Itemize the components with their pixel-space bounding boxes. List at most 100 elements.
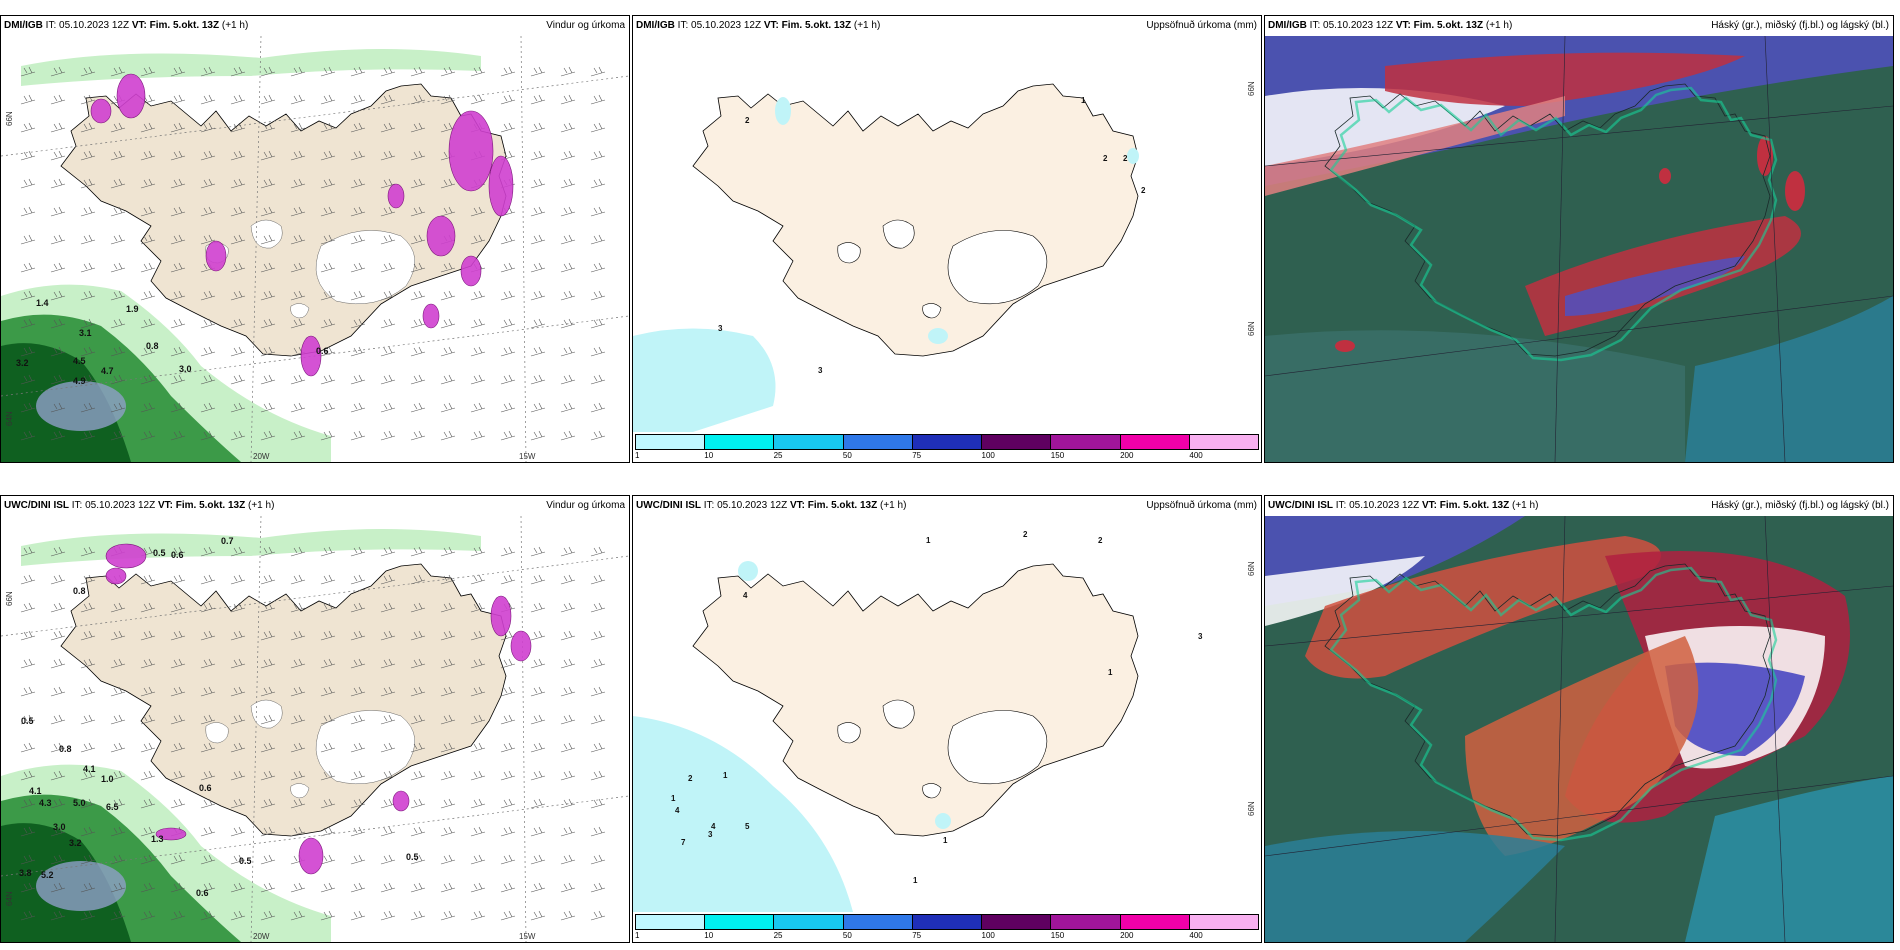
wind-barb xyxy=(80,290,96,301)
wind-barb xyxy=(590,574,606,585)
wind-barb xyxy=(20,658,36,669)
wind-barb xyxy=(230,546,246,557)
wind-barb xyxy=(230,882,246,893)
wind-barb xyxy=(560,686,576,697)
wind-barb xyxy=(530,262,546,273)
cloud-layer xyxy=(1565,256,1745,316)
wind-barb xyxy=(440,714,456,725)
legend-swatch xyxy=(912,915,983,929)
precip-value-label: 4.7 xyxy=(101,366,114,376)
legend-swatch xyxy=(774,435,844,449)
cloud-cell xyxy=(1659,168,1671,184)
wind-barb xyxy=(260,206,276,217)
wind-barb xyxy=(590,658,606,669)
wind-barb xyxy=(530,798,546,809)
wind-barb xyxy=(560,262,576,273)
wind-barb xyxy=(530,882,546,893)
wind-barb xyxy=(470,94,486,105)
wind-barb xyxy=(590,150,606,161)
wind-barb xyxy=(590,122,606,133)
wind-barb xyxy=(110,686,126,697)
wind-barb xyxy=(170,798,186,809)
wind-barb xyxy=(20,430,36,441)
wind-barb xyxy=(260,910,276,921)
wind-barb xyxy=(50,262,66,273)
vt-label: VT: xyxy=(1395,20,1411,31)
wind-barb xyxy=(200,574,216,585)
wind-barb xyxy=(470,630,486,641)
wind-barb xyxy=(470,66,486,77)
wind-barb xyxy=(230,854,246,865)
wind-barb xyxy=(170,346,186,357)
wind-barb xyxy=(290,206,306,217)
cloud-svg xyxy=(1265,36,1893,462)
heavy-precip-cell xyxy=(300,335,322,377)
wind-barb xyxy=(110,430,126,441)
wind-barb xyxy=(260,66,276,77)
wind-barb xyxy=(260,374,276,385)
wind-barb xyxy=(350,346,366,357)
valid-time: Fim. 5.okt. 13Z xyxy=(175,500,246,511)
wind-barb xyxy=(440,346,456,357)
wind-barb xyxy=(440,826,456,837)
panel-header: UWC/DINI ISL IT: 05.10.2023 12Z VT: Fim.… xyxy=(1265,496,1893,516)
wind-barb xyxy=(290,574,306,585)
accum-precip-area xyxy=(633,716,853,912)
wind-barb xyxy=(410,234,426,245)
accum-precip-map xyxy=(633,516,1261,912)
wind-barb xyxy=(410,882,426,893)
wind-barb xyxy=(260,742,276,753)
wind-barb xyxy=(230,910,246,921)
wind-barb xyxy=(560,910,576,921)
panel-title: Vindur og úrkoma xyxy=(546,20,625,31)
wind-barb xyxy=(140,770,156,781)
wind-barb xyxy=(440,318,456,329)
wind-barb xyxy=(290,262,306,273)
wind-barb xyxy=(80,318,96,329)
wind-barb xyxy=(560,714,576,725)
iceland-land xyxy=(692,83,1139,357)
wind-barb xyxy=(560,430,576,441)
wind-barb xyxy=(530,826,546,837)
wind-barb xyxy=(80,94,96,105)
wind-barb xyxy=(230,346,246,357)
wind-barb xyxy=(170,430,186,441)
wind-barb xyxy=(470,374,486,385)
wind-barb xyxy=(20,178,36,189)
wind-barb xyxy=(320,122,336,133)
wind-barb xyxy=(80,150,96,161)
wind-barb xyxy=(380,630,396,641)
wind-barb xyxy=(530,430,546,441)
wind-barb xyxy=(200,94,216,105)
wind-barb xyxy=(170,770,186,781)
wind-barb xyxy=(500,910,516,921)
wind-barb xyxy=(500,122,516,133)
valid-time: Fim. 5.okt. 13Z xyxy=(781,20,852,31)
wind-barb xyxy=(470,882,486,893)
wind-barb xyxy=(200,122,216,133)
wind-barb xyxy=(350,290,366,301)
wind-barb xyxy=(350,262,366,273)
panel-header: UWC/DINI ISL IT: 05.10.2023 12Z VT: Fim.… xyxy=(1,496,629,516)
wind-barb xyxy=(470,658,486,669)
heavy-precip-cell xyxy=(488,155,514,217)
wind-barb xyxy=(350,178,366,189)
wind-barb xyxy=(200,770,216,781)
wind-barb xyxy=(260,854,276,865)
wind-barb xyxy=(320,150,336,161)
wind-barb xyxy=(410,630,426,641)
wind-barb xyxy=(200,882,216,893)
latitude-label: 66N xyxy=(1247,81,1256,96)
wind-barb xyxy=(80,826,96,837)
cloud-svg xyxy=(1265,516,1893,942)
init-time: 05.10.2023 12Z xyxy=(1323,20,1394,31)
wind-barb xyxy=(200,714,216,725)
wind-barb xyxy=(560,94,576,105)
init-time: 05.10.2023 12Z xyxy=(85,500,156,511)
graticule-line xyxy=(1265,105,1893,167)
wind-barb xyxy=(590,234,606,245)
panel-title: Uppsöfnuð úrkoma (mm) xyxy=(1146,20,1257,31)
wind-barb xyxy=(350,234,366,245)
wind-barb xyxy=(260,178,276,189)
wind-barb xyxy=(410,206,426,217)
